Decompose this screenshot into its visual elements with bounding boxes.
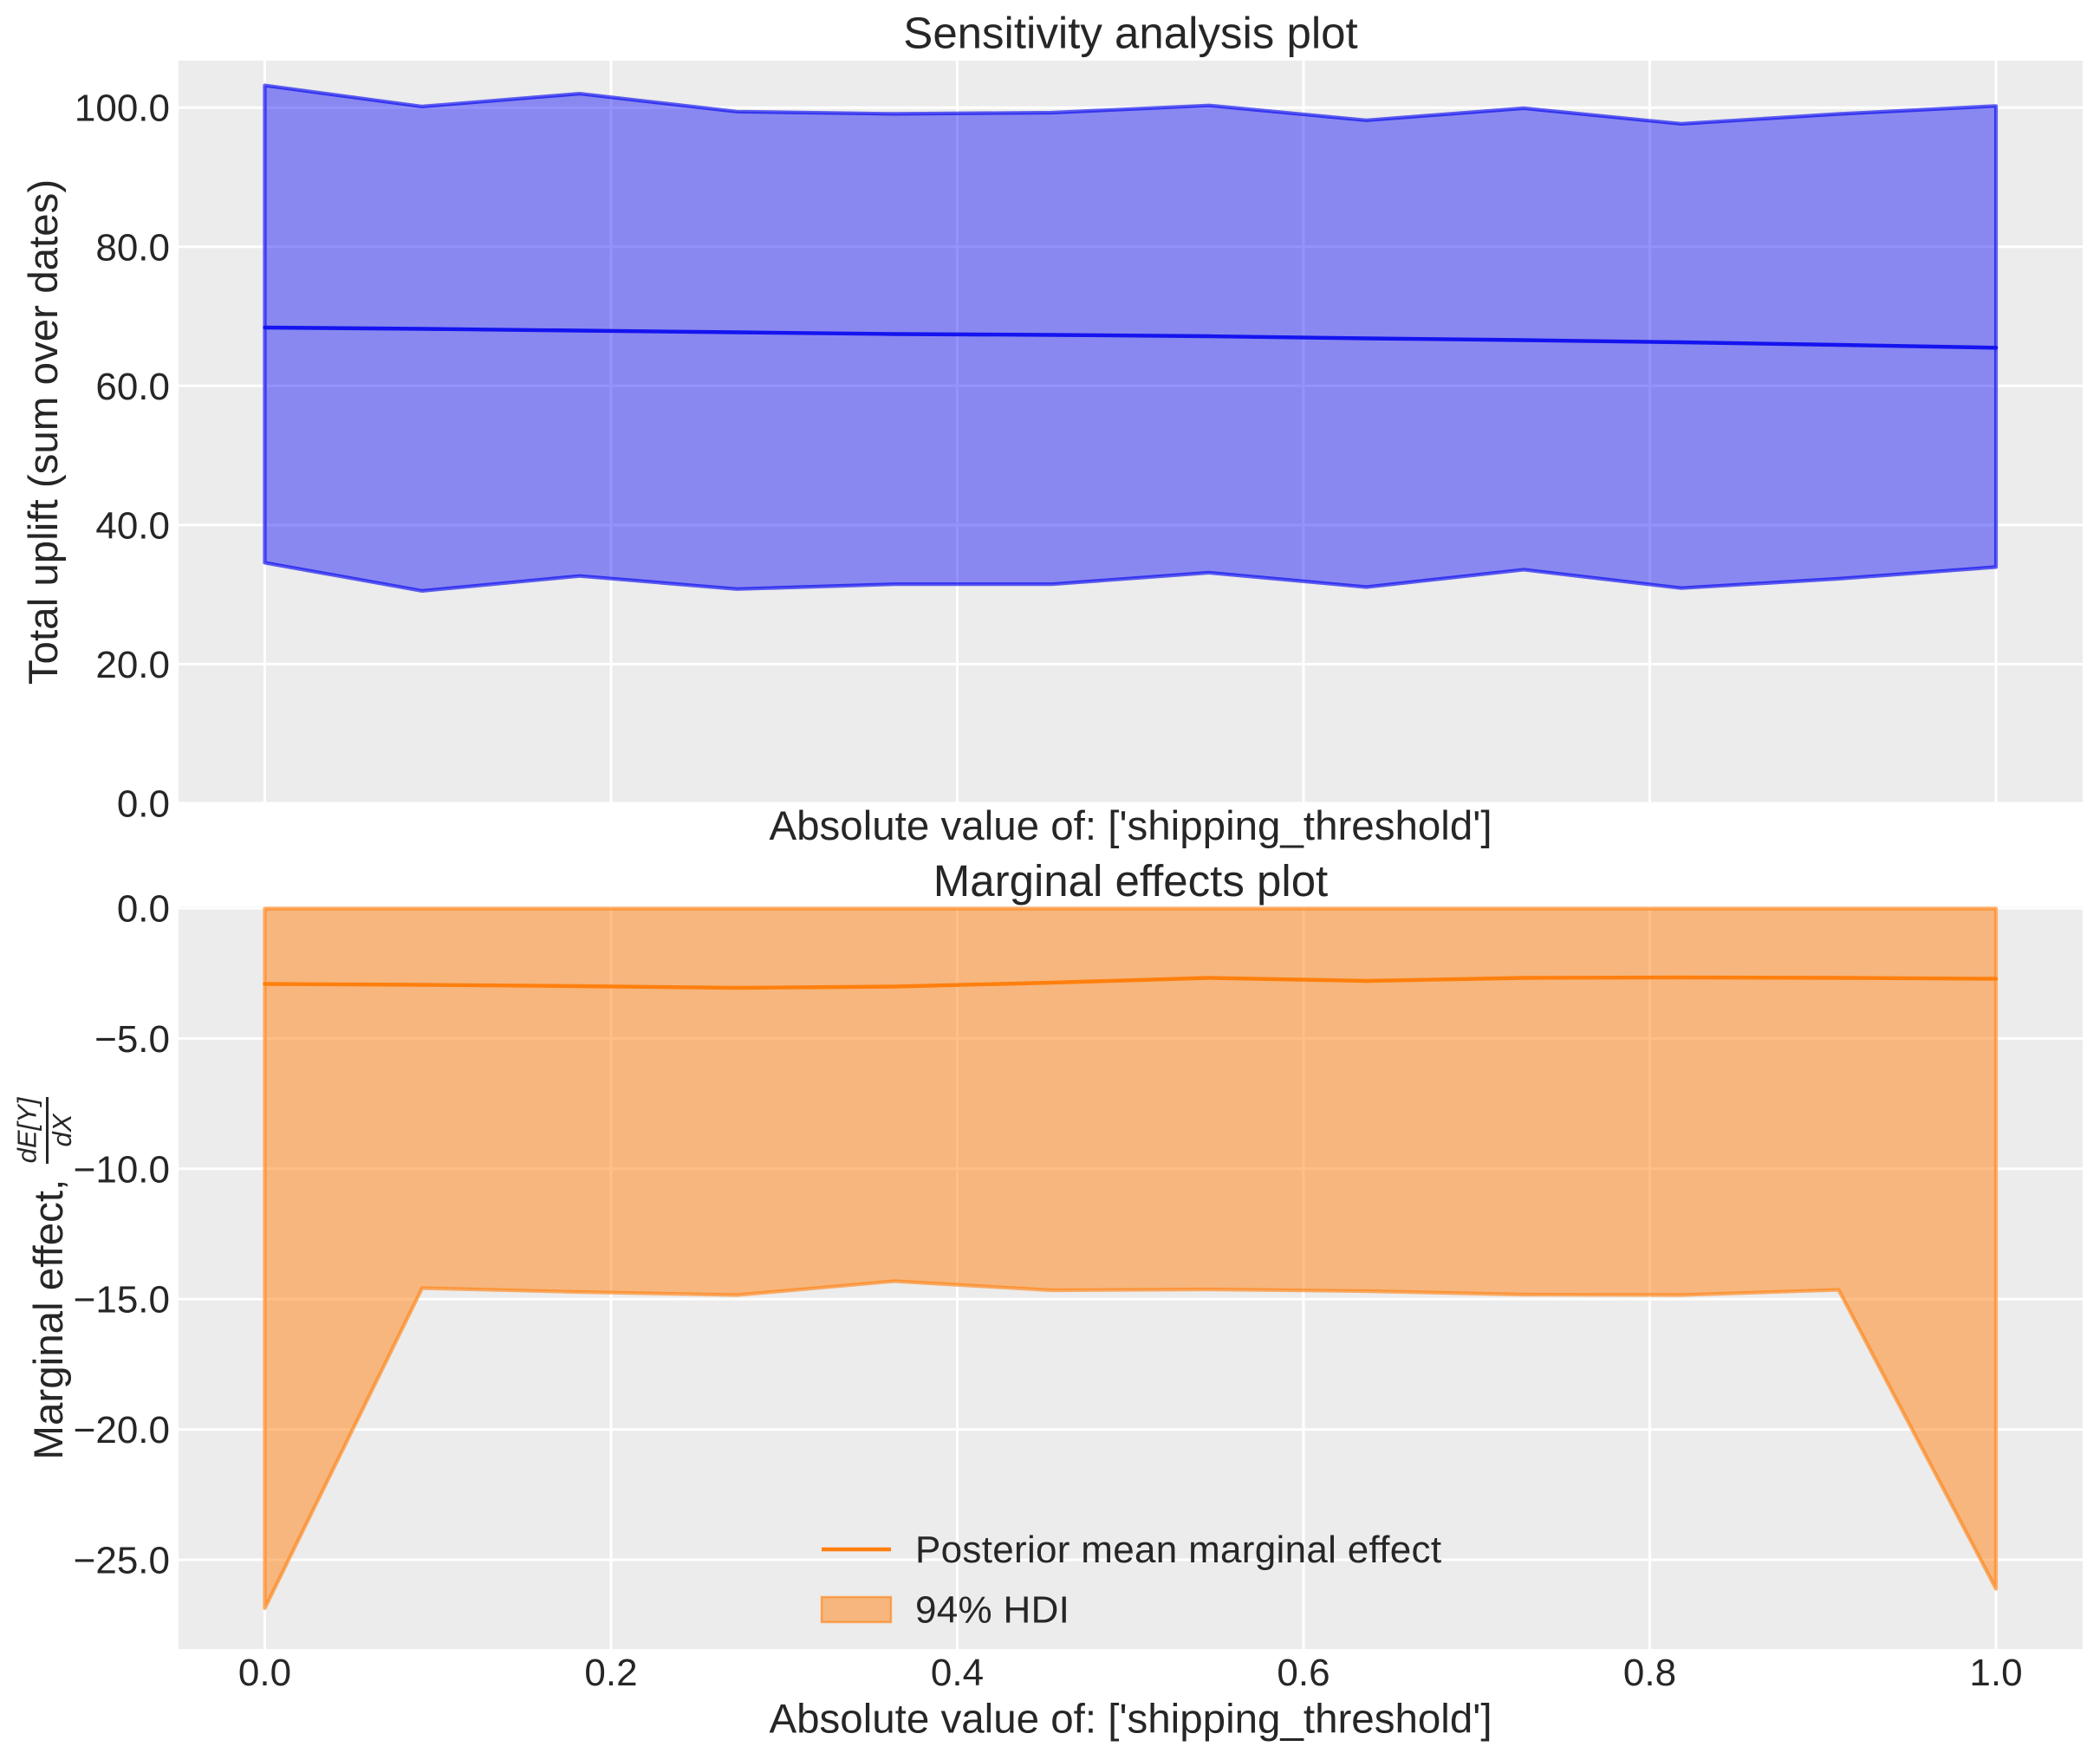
svg-text:−25.0: −25.0	[74, 1540, 170, 1582]
svg-text:Total uplift (sum over dates): Total uplift (sum over dates)	[21, 179, 67, 685]
svg-text:0.2: 0.2	[584, 1652, 637, 1694]
svg-text:94% HDI: 94% HDI	[915, 1589, 1070, 1632]
svg-text:dX: dX	[47, 1113, 77, 1146]
svg-text:80.0: 80.0	[95, 226, 170, 269]
svg-text:Marginal effect,: Marginal effect,	[26, 1168, 72, 1460]
svg-text:Marginal effects plot: Marginal effects plot	[933, 856, 1328, 906]
svg-text:20.0: 20.0	[95, 644, 170, 686]
svg-text:0.0: 0.0	[238, 1652, 291, 1694]
svg-text:0.6: 0.6	[1277, 1652, 1330, 1694]
svg-text:0.4: 0.4	[931, 1652, 984, 1694]
svg-text:Sensitivity analysis plot: Sensitivity analysis plot	[903, 9, 1357, 58]
svg-text:−10.0: −10.0	[74, 1148, 170, 1191]
svg-text:dE[Y]: dE[Y]	[12, 1096, 42, 1163]
svg-text:−20.0: −20.0	[74, 1409, 170, 1451]
svg-text:40.0: 40.0	[95, 504, 170, 547]
svg-text:0.0: 0.0	[117, 888, 170, 931]
svg-text:100.0: 100.0	[75, 88, 170, 130]
svg-text:60.0: 60.0	[95, 366, 170, 408]
svg-text:Posterior mean marginal effect: Posterior mean marginal effect	[915, 1529, 1441, 1571]
svg-text:Absolute value of: ['shipping_: Absolute value of: ['shipping_threshold'…	[769, 1697, 1492, 1743]
svg-text:−5.0: −5.0	[94, 1018, 170, 1061]
svg-text:Absolute value of: ['shipping_: Absolute value of: ['shipping_threshold'…	[769, 803, 1492, 849]
svg-text:1.0: 1.0	[1969, 1652, 2022, 1694]
svg-text:0.8: 0.8	[1623, 1652, 1676, 1694]
svg-text:−15.0: −15.0	[74, 1279, 170, 1321]
svg-text:0.0: 0.0	[117, 783, 170, 826]
